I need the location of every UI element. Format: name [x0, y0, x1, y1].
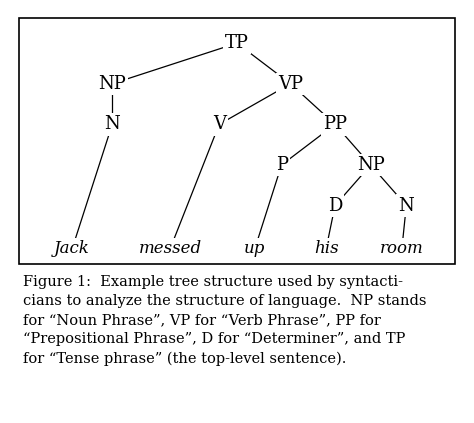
- Text: Jack: Jack: [54, 240, 90, 257]
- Text: D: D: [328, 197, 342, 214]
- Text: NP: NP: [357, 156, 384, 174]
- Text: VP: VP: [278, 75, 303, 93]
- Text: up: up: [244, 240, 265, 257]
- Text: room: room: [380, 240, 424, 257]
- Text: PP: PP: [323, 115, 347, 133]
- Text: N: N: [104, 115, 120, 133]
- Text: N: N: [399, 197, 414, 214]
- Text: his: his: [314, 240, 338, 257]
- Text: messed: messed: [138, 240, 202, 257]
- Text: P: P: [275, 156, 288, 174]
- Text: TP: TP: [225, 34, 249, 52]
- Text: V: V: [213, 115, 226, 133]
- Text: NP: NP: [99, 75, 126, 93]
- Text: Figure 1:  Example tree structure used by syntacti-
cians to analyze the structu: Figure 1: Example tree structure used by…: [23, 275, 427, 365]
